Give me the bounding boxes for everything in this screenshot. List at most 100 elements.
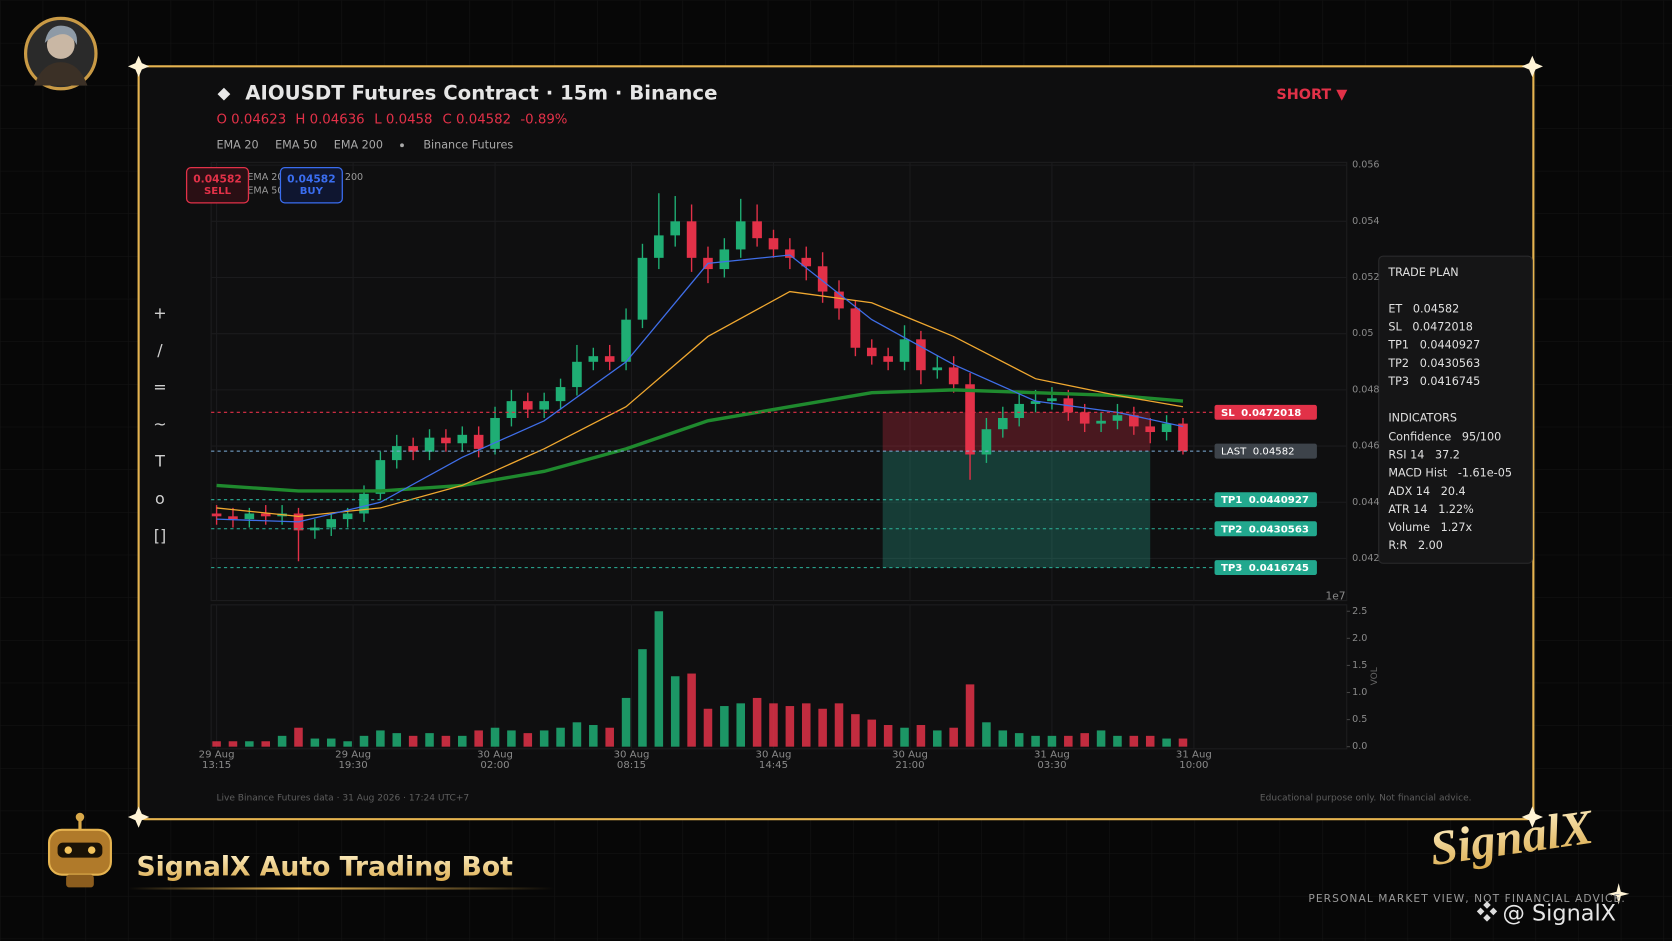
order-button[interactable] (279, 167, 343, 204)
volume-bar (277, 735, 287, 747)
x-tick-label: 29 Aug 13:15 (198, 749, 235, 772)
quote-change: -0.89% (520, 113, 567, 128)
legend-entry: EMA 50 (247, 186, 283, 197)
candle-body (1112, 415, 1123, 421)
volume-bar (687, 673, 696, 747)
order-button[interactable] (185, 167, 250, 204)
brand-tagline: PERSONAL MARKET VIEW, NOT FINANCIAL ADVI… (1308, 892, 1625, 905)
toolbar-tool[interactable]: [] (154, 526, 166, 545)
volume-bar (212, 741, 221, 747)
panel-row: TP3 0.0416745 (1387, 375, 1480, 388)
candle-body (572, 361, 582, 388)
candle-body (473, 434, 484, 449)
candle-body (588, 356, 599, 362)
candle-body (1030, 401, 1041, 404)
volume-bar (801, 703, 811, 747)
legend-entry: EMA 200 (334, 138, 383, 151)
footer-source: Live Binance Futures data · 31 Aug 2026 … (216, 793, 469, 803)
chart-title: AIOUSDT Futures Contract · 15m · Binance (245, 82, 717, 105)
volume-bar (883, 725, 893, 747)
toolbar-tool[interactable]: ~ (153, 415, 166, 434)
toolbar-tool[interactable]: / (157, 340, 163, 359)
panel-row: MACD Hist -1.61e-05 (1388, 467, 1512, 480)
row-label: ET (1388, 302, 1402, 315)
candle-body (1178, 423, 1188, 452)
volume-bar (425, 733, 434, 747)
volume-bar (1096, 730, 1106, 747)
row-label: Confidence (1388, 430, 1451, 443)
volume-tick-label: 1.5 (1352, 660, 1367, 671)
candle-body (490, 417, 500, 449)
panel-row: R:R 2.00 (1388, 539, 1443, 552)
x-tick-label: 30 Aug 21:00 (892, 749, 928, 772)
level-tag (1214, 404, 1317, 420)
level-tag-text: TP2 0.0430563 (1221, 524, 1309, 535)
level-tag-text: LAST 0.04582 (1221, 447, 1295, 458)
level-name: TP2 (1221, 524, 1242, 535)
candle-body (441, 437, 451, 444)
volume-tick-label: 0.5 (1352, 714, 1367, 725)
level-value: 0.0430563 (1249, 524, 1309, 535)
row-label: TP3 (1387, 375, 1409, 388)
volume-tick-label: 0.0 (1352, 741, 1367, 752)
row-value: 1.22% (1438, 503, 1474, 516)
y-tick-label: 0.042 (1352, 553, 1379, 564)
quote-open: O 0.04623 (216, 113, 286, 128)
level-tag-text: TP1 0.0440927 (1221, 495, 1309, 506)
candle-body (965, 384, 975, 455)
price-panel (210, 161, 1348, 602)
candle-body (1047, 398, 1057, 402)
y-tick-label: 0.048 (1352, 384, 1379, 395)
candle-body (654, 235, 664, 258)
x-tick-label: 31 Aug 03:30 (1033, 749, 1070, 772)
volume-bar (818, 708, 827, 747)
candle-body (523, 401, 533, 410)
volume-bar (998, 730, 1008, 747)
volume-bar (900, 727, 909, 747)
volume-bar (441, 735, 451, 747)
toolbar-tool[interactable]: T (154, 452, 165, 471)
volume-bar (539, 730, 549, 747)
candle-body (1014, 403, 1024, 418)
order-price: 0.04582 (287, 172, 336, 185)
level-tag (1214, 492, 1317, 508)
level-name: TP3 (1221, 563, 1242, 574)
y-tick-label: 0.046 (1352, 441, 1379, 452)
candle-body (981, 429, 992, 455)
toolbar-tool[interactable]: = (153, 377, 166, 396)
volume-bar (392, 733, 402, 747)
candle-body (998, 417, 1008, 430)
candle-body (719, 249, 730, 270)
toolbar-tool[interactable]: o (155, 489, 165, 508)
candle-body (801, 257, 812, 267)
volume-bar (1064, 735, 1073, 747)
candle-body (686, 221, 697, 258)
volume-bar (1047, 735, 1057, 747)
volume-bar (589, 725, 598, 747)
panel-row: ATR 14 1.22% (1388, 503, 1474, 516)
candle-body (621, 319, 631, 362)
volume-bar (228, 741, 238, 747)
candle-body (883, 356, 893, 362)
volume-bar (343, 741, 352, 747)
volume-bar (785, 706, 795, 747)
level-tag (1214, 560, 1317, 576)
order-label: SELL (204, 186, 232, 197)
candle-body (539, 401, 549, 410)
x-tick: 31 Aug 10:00 (1176, 750, 1212, 771)
volume-bar (720, 706, 729, 747)
volume-bar (949, 727, 958, 747)
toolbar-tool[interactable]: + (153, 303, 166, 322)
level-tag (1214, 521, 1317, 537)
footer-disclaimer: Educational purpose only. Not financial … (1260, 793, 1472, 803)
level-value: 0.0440927 (1249, 495, 1309, 506)
candle-body (670, 221, 681, 236)
candle-body (375, 460, 386, 494)
row-value: 0.0440927 (1420, 339, 1481, 352)
candle-body (228, 516, 238, 520)
volume-bar (408, 735, 418, 747)
volume-bar (1162, 738, 1171, 747)
volume-bar (621, 697, 631, 747)
level-value: 0.0472018 (1241, 408, 1301, 419)
